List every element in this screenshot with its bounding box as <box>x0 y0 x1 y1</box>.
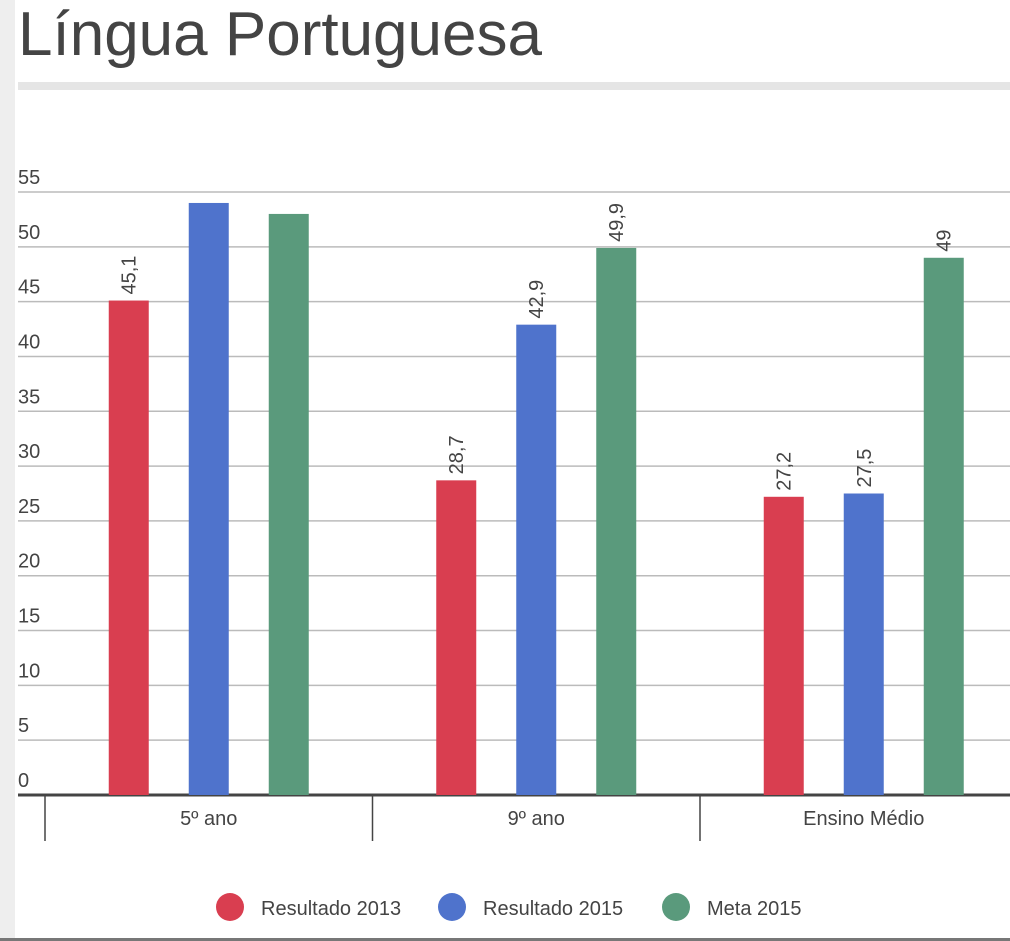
bar <box>268 213 309 796</box>
bar <box>436 480 477 795</box>
left-strip <box>0 0 15 941</box>
bar <box>596 247 637 795</box>
legend-label: Resultado 2015 <box>483 898 623 920</box>
value-label: 27,2 <box>774 452 796 491</box>
bottom-edge <box>0 938 1010 941</box>
bar <box>188 202 229 796</box>
legend-swatch <box>216 893 244 921</box>
legend-label: Meta 2015 <box>707 898 802 920</box>
legend-swatch <box>438 893 466 921</box>
value-label: 49,9 <box>606 203 628 242</box>
y-tick-label: 40 <box>18 331 40 353</box>
title-rule <box>18 82 1010 90</box>
y-tick-label: 45 <box>18 277 40 299</box>
y-tick-label: 10 <box>18 660 40 682</box>
value-label: 27,5 <box>854 449 876 488</box>
bar <box>516 324 557 795</box>
legend-label: Resultado 2013 <box>261 898 401 920</box>
value-label: 45,1 <box>119 256 141 295</box>
value-label: 49 <box>934 230 956 252</box>
chart-title: Língua Portuguesa <box>18 0 542 69</box>
x-tick-label: 5º ano <box>180 808 237 830</box>
bar <box>763 496 804 795</box>
y-tick-label: 30 <box>18 441 40 463</box>
legend-swatch <box>662 893 690 921</box>
y-tick-label: 25 <box>18 496 40 518</box>
y-tick-label: 15 <box>18 606 40 628</box>
y-tick-label: 20 <box>18 551 40 573</box>
y-tick-label: 55 <box>18 167 40 189</box>
y-tick-label: 0 <box>18 770 29 792</box>
x-tick-label: 9º ano <box>508 808 565 830</box>
y-tick-label: 5 <box>18 715 29 737</box>
x-tick-label: Ensino Médio <box>803 808 924 830</box>
bar <box>843 493 884 795</box>
value-label: 42,9 <box>526 280 548 319</box>
y-tick-label: 50 <box>18 222 40 244</box>
value-label: 28,7 <box>446 435 468 474</box>
bar <box>923 257 964 795</box>
y-tick-label: 35 <box>18 386 40 408</box>
bar <box>108 300 149 795</box>
